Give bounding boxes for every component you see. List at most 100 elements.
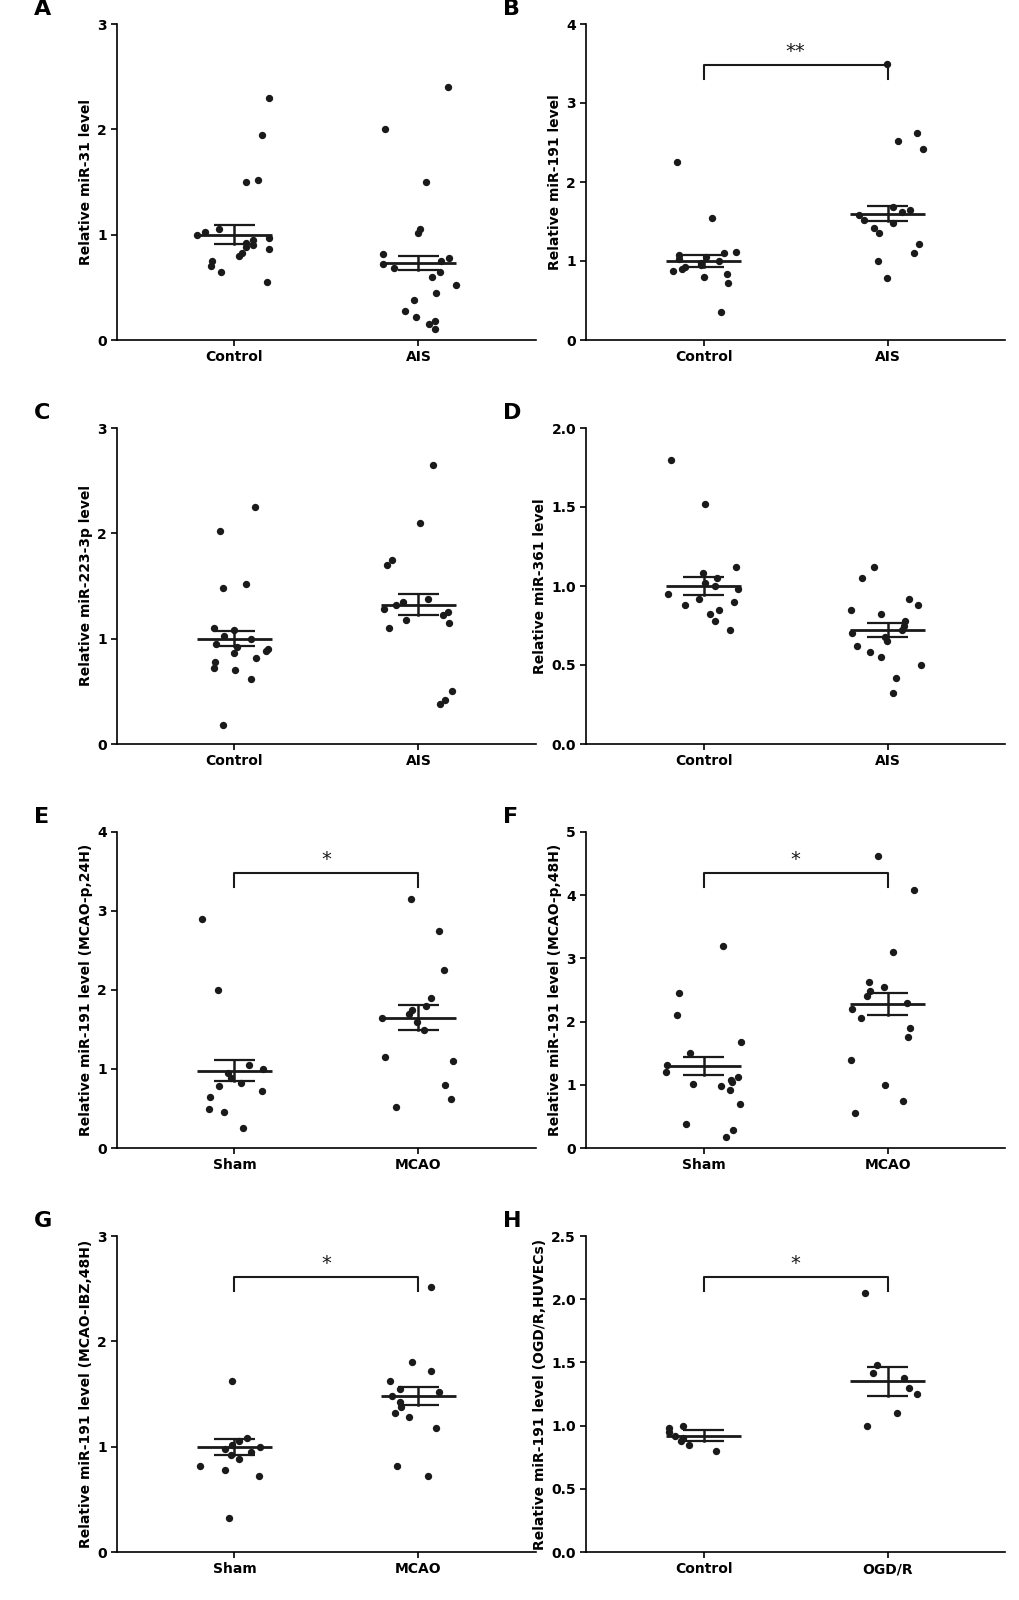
Point — [423, 1274, 439, 1299]
Point — [842, 1046, 858, 1072]
Point — [385, 256, 401, 282]
Point — [215, 712, 231, 738]
Point — [406, 286, 422, 312]
Point — [712, 299, 729, 325]
Point — [254, 122, 270, 147]
Point — [671, 246, 687, 272]
Point — [677, 592, 693, 618]
Point — [843, 997, 859, 1022]
Point — [852, 1006, 868, 1032]
Point — [727, 238, 743, 264]
Point — [869, 843, 886, 869]
Point — [899, 1024, 915, 1050]
Point — [392, 1394, 409, 1419]
Point — [418, 994, 434, 1019]
Point — [232, 1070, 249, 1096]
Point — [197, 219, 213, 245]
Point — [914, 136, 930, 162]
Point — [908, 120, 924, 146]
Point — [254, 1078, 270, 1104]
Point — [248, 645, 264, 670]
Point — [872, 602, 889, 627]
Point — [674, 256, 690, 282]
Point — [876, 624, 893, 650]
Point — [231, 243, 248, 269]
Point — [207, 650, 223, 675]
Point — [721, 1077, 738, 1102]
Point — [727, 554, 743, 579]
Y-axis label: Relative miR-191 level (MCAO-p,48H): Relative miR-191 level (MCAO-p,48H) — [547, 843, 561, 1136]
Point — [423, 264, 439, 290]
Point — [408, 304, 424, 330]
Point — [681, 1040, 697, 1066]
Point — [729, 1064, 745, 1090]
Point — [851, 202, 867, 227]
Point — [421, 312, 437, 338]
Y-axis label: Relative miR-191 level: Relative miR-191 level — [547, 94, 561, 270]
Text: *: * — [321, 850, 331, 869]
Point — [722, 1067, 739, 1093]
Point — [441, 610, 458, 635]
Point — [896, 608, 912, 634]
Point — [853, 565, 869, 590]
Point — [226, 618, 243, 643]
Text: A: A — [34, 0, 51, 19]
Point — [868, 1352, 884, 1378]
Point — [436, 686, 452, 712]
Point — [658, 1051, 675, 1077]
Point — [403, 886, 419, 912]
Text: *: * — [790, 1254, 800, 1274]
Point — [434, 603, 450, 629]
Point — [410, 219, 426, 245]
Point — [397, 606, 414, 632]
Point — [261, 237, 277, 262]
Point — [899, 990, 915, 1016]
Point — [190, 222, 206, 248]
Point — [708, 565, 725, 590]
Point — [260, 637, 276, 662]
Point — [427, 1414, 443, 1440]
Point — [865, 214, 881, 240]
Point — [877, 629, 894, 654]
Point — [876, 1072, 893, 1098]
Point — [400, 1002, 417, 1027]
Point — [710, 597, 727, 622]
Point — [884, 195, 901, 221]
Point — [243, 1438, 259, 1464]
Point — [900, 1374, 916, 1400]
Point — [243, 666, 259, 691]
Point — [247, 494, 263, 520]
Point — [673, 1427, 689, 1453]
Point — [383, 547, 399, 573]
Point — [894, 618, 910, 643]
Point — [674, 1426, 690, 1451]
Y-axis label: Relative miR-31 level: Relative miR-31 level — [78, 99, 93, 266]
Point — [684, 1070, 700, 1096]
Point — [692, 253, 708, 278]
Point — [447, 272, 464, 298]
Point — [435, 957, 451, 982]
Point — [695, 264, 711, 290]
Point — [245, 232, 261, 258]
Y-axis label: Relative miR-361 level: Relative miR-361 level — [533, 498, 546, 674]
Point — [259, 269, 275, 294]
Point — [440, 245, 457, 270]
Point — [240, 1053, 257, 1078]
Point — [725, 1117, 741, 1142]
Point — [238, 1426, 255, 1451]
Point — [230, 1429, 247, 1454]
Point — [436, 1072, 452, 1098]
Point — [224, 1432, 240, 1458]
Point — [252, 1434, 268, 1459]
Point — [440, 600, 457, 626]
Point — [216, 1458, 232, 1483]
Point — [257, 638, 273, 664]
Point — [872, 645, 889, 670]
Text: B: B — [502, 0, 520, 19]
Point — [234, 1115, 251, 1141]
Point — [417, 170, 433, 195]
Point — [657, 1059, 674, 1085]
Point — [221, 1506, 237, 1531]
Point — [382, 1368, 398, 1394]
Point — [396, 298, 413, 323]
